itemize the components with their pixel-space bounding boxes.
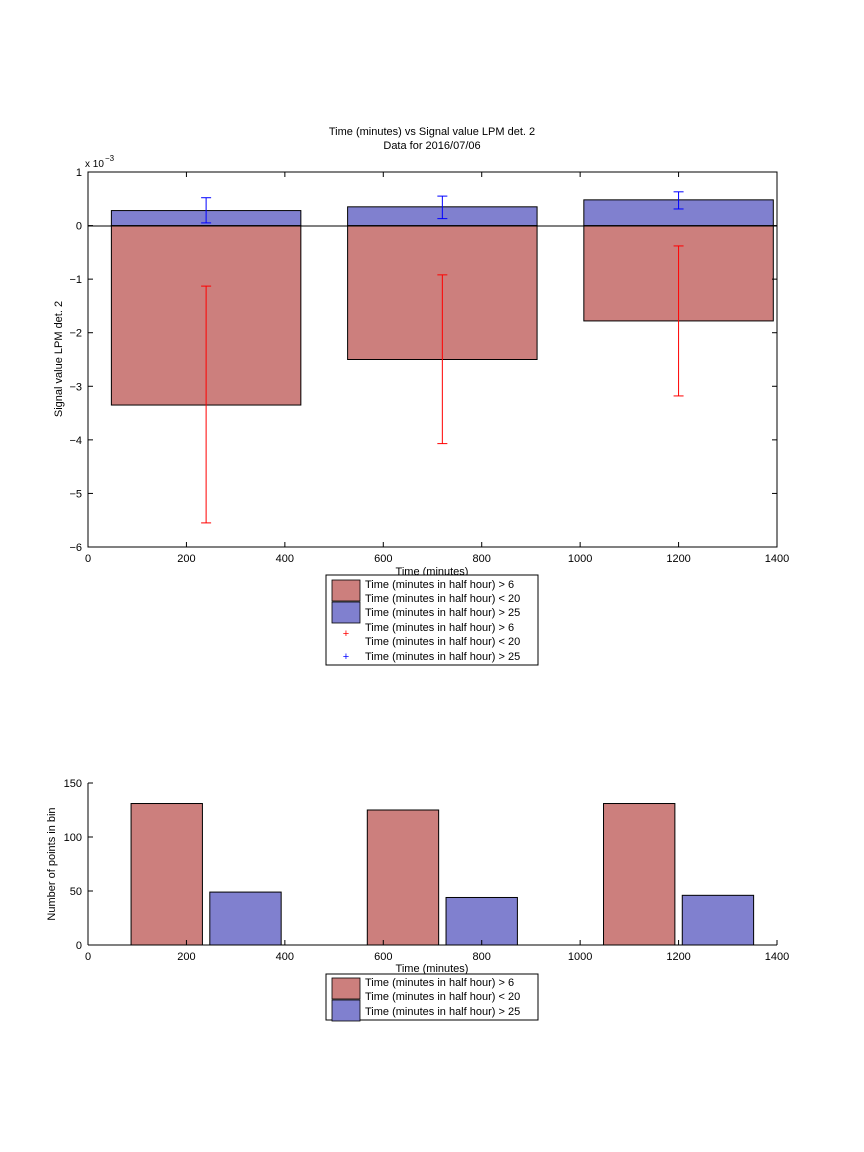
count-bar-blue — [209, 891, 282, 946]
y-tick-label: 0 — [76, 221, 82, 233]
y-tick-label: 0 — [76, 940, 82, 952]
x-tick-label: 1400 — [765, 553, 789, 565]
x-tick-label: 200 — [177, 553, 195, 565]
x-tick-label: 1000 — [568, 553, 592, 565]
axes-box — [87, 171, 778, 548]
y-tick-label: −6 — [69, 542, 82, 554]
x-tick-label: 1400 — [765, 951, 789, 963]
legend-marker-blue: + — [343, 651, 349, 663]
count-bar-blue — [681, 894, 755, 946]
count-bar-red — [603, 803, 676, 946]
legend-label: Time (minutes in half hour) > 25 — [365, 1006, 520, 1018]
legend-box — [325, 574, 539, 666]
x-tick-label: 1200 — [666, 951, 690, 963]
signal-chart: Time (minutes) vs Signal value LPM det. … — [53, 126, 789, 666]
y-tick-label: 1 — [76, 167, 82, 179]
y-tick-label: −2 — [69, 328, 82, 340]
legend-swatch-blue — [331, 999, 361, 1022]
x-tick-label: 800 — [473, 951, 491, 963]
y-tick-label: 100 — [64, 832, 82, 844]
legend-label: Time (minutes in half hour) > 25 — [365, 651, 520, 663]
legend-marker-red: + — [343, 628, 349, 640]
y-tick-label: −1 — [69, 274, 82, 286]
svg-text:x 10: x 10 — [85, 159, 104, 170]
y-tick-label: −4 — [69, 435, 82, 447]
x-tick-label: 400 — [276, 951, 294, 963]
count-chart: 0 200 400 600 800 1000 1200 1400 0 50 100 150 Time … — [46, 778, 790, 1022]
x-tick-label: 200 — [177, 951, 195, 963]
y-tick-label: −3 — [69, 381, 82, 393]
x-tick-label: 0 — [85, 553, 91, 565]
legend-label: Time (minutes in half hour) > 6 — [365, 579, 514, 591]
legend-swatch-red — [331, 579, 361, 602]
errorbars-blue — [201, 191, 684, 224]
x-tick-label: 800 — [473, 553, 491, 565]
legend-swatch-blue — [331, 601, 361, 624]
axes: 0 200 400 600 800 1000 1200 1400 0 50 100 150 — [64, 778, 790, 963]
y-tick-label: 50 — [70, 886, 82, 898]
count-bar-blue — [445, 896, 518, 946]
count-bar-red — [366, 809, 440, 946]
legend: Time (minutes in half hour) > 6 Time (mi… — [325, 574, 539, 666]
y-tick-label: −5 — [69, 488, 82, 500]
x-tick-label: 1200 — [666, 553, 690, 565]
x-tick-label: 600 — [374, 951, 392, 963]
axes: 0 200 400 600 800 1000 1200 1400 −6 −5 −4 −3 −2 −1 0 1 — [69, 167, 789, 565]
chart-title: Time (minutes) vs Signal value LPM det. … — [329, 126, 535, 138]
x-tick-label: 600 — [374, 553, 392, 565]
legend-swatch-red — [331, 977, 361, 1000]
x-axis-label: Time (minutes) — [396, 963, 469, 975]
count-bars — [130, 803, 755, 946]
legend-label: Time (minutes in half hour) > 25 — [365, 607, 520, 619]
legend-label: Time (minutes in half hour) < 20 — [365, 593, 520, 605]
errorbars-red — [201, 245, 684, 524]
count-bar-red — [130, 803, 203, 946]
y-tick-label: 150 — [64, 778, 82, 790]
legend: Time (minutes in half hour) > 6 Time (mi… — [325, 973, 539, 1022]
legend-label: Time (minutes in half hour) > 6 — [365, 622, 514, 634]
legend-box — [325, 973, 539, 1021]
x-tick-label: 1000 — [568, 951, 592, 963]
y-exponent-label: x 10 −3 — [85, 154, 115, 170]
y-axis-label: Number of points in bin — [46, 807, 58, 920]
legend-label: Time (minutes in half hour) > 6 — [365, 977, 514, 989]
svg-text:−3: −3 — [105, 154, 115, 163]
x-tick-label: 400 — [276, 553, 294, 565]
legend-label: Time (minutes in half hour) < 20 — [365, 636, 520, 648]
x-tick-label: 0 — [85, 951, 91, 963]
legend-label: Time (minutes in half hour) < 20 — [365, 991, 520, 1003]
chart-subtitle: Data for 2016/07/06 — [383, 140, 480, 152]
y-axis-label: Signal value LPM det. 2 — [53, 301, 65, 417]
